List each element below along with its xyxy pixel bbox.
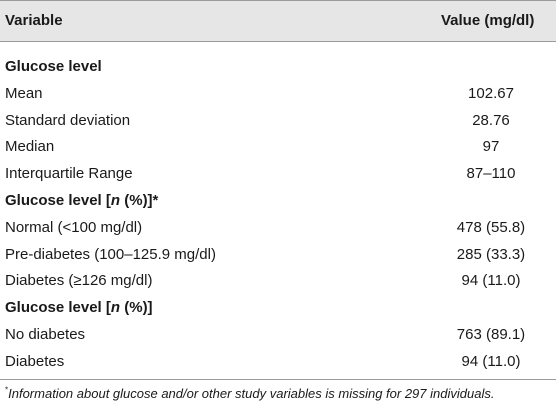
row-label: Pre-diabetes (100–125.9 mg/dl) [5, 246, 216, 263]
header-value: Value (mg/dl) [441, 12, 535, 29]
section-title: Glucose level [5, 58, 102, 75]
table-row: No diabetes 763 (89.1) [0, 322, 556, 349]
section-title-row: Glucose level [0, 54, 556, 81]
footnote-marker: * [5, 385, 9, 395]
table-row: Pre-diabetes (100–125.9 mg/dl) 285 (33.3… [0, 242, 556, 269]
row-value: 763 (89.1) [456, 326, 526, 343]
row-label: Diabetes [5, 353, 65, 370]
table-row: Standard deviation 28.76 [0, 108, 556, 135]
row-label: Interquartile Range [5, 165, 133, 182]
row-value: 97 [482, 138, 500, 155]
section-title: Glucose level [n (%)] [5, 299, 153, 316]
row-value: 28.76 [472, 112, 510, 129]
footnote-text: Information about glucose and/or other s… [8, 386, 495, 401]
row-value: 478 (55.8) [456, 219, 526, 236]
footnote: *Information about glucose and/or other … [5, 386, 494, 401]
row-label: Diabetes (≥126 mg/dl) [5, 272, 153, 289]
header-variable: Variable [5, 12, 63, 29]
table-row: Mean 102.67 [0, 81, 556, 108]
row-value: 102.67 [468, 85, 514, 102]
row-value: 94 (11.0) [461, 353, 521, 370]
row-label: No diabetes [5, 326, 86, 343]
table-header: Variable Value (mg/dl) [0, 0, 556, 42]
section-title-row: Glucose level [n (%)]* [0, 188, 556, 215]
table-row: Median 97 [0, 134, 556, 161]
section-title: Glucose level [n (%)]* [5, 192, 159, 209]
table-row: Diabetes (≥126 mg/dl) 94 (11.0) [0, 268, 556, 295]
row-label: Normal (<100 mg/dl) [5, 219, 143, 236]
table-row: Diabetes 94 (11.0) [0, 349, 556, 376]
row-value: 94 (11.0) [461, 272, 521, 289]
row-value: 285 (33.3) [456, 246, 526, 263]
table-row: Normal (<100 mg/dl) 478 (55.8) [0, 215, 556, 242]
row-value: 87–110 [466, 165, 516, 182]
section-title-row: Glucose level [n (%)] [0, 295, 556, 322]
row-label: Standard deviation [5, 112, 131, 129]
row-label: Mean [5, 85, 43, 102]
table-row: Interquartile Range 87–110 [0, 161, 556, 188]
table-bottom-rule [0, 379, 556, 380]
row-label: Median [5, 138, 55, 155]
